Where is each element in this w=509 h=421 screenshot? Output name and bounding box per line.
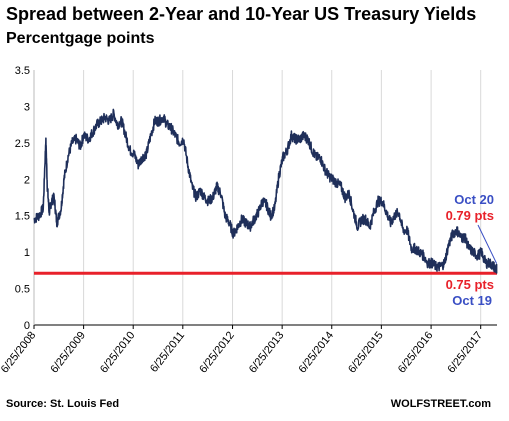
y-tick-label: 3 (24, 101, 30, 113)
series-line (33, 108, 498, 274)
y-axis-ticks: 0 0.5 1 1.5 2 2.5 3 3.5 (15, 65, 30, 332)
x-tick-label: 6/25/2011 (148, 329, 187, 374)
x-axis-ticks: 6/25/2008 6/25/2009 6/25/2010 6/25/2011 6/25… (0, 325, 485, 375)
annotation-bottom-value: 0.75 pts (446, 277, 494, 292)
chart-subtitle: Percentgage points (6, 30, 155, 47)
x-tick-label: 6/25/2008 (0, 329, 38, 375)
annotation-top-value: 0.79 pts (446, 208, 494, 223)
x-tick-label: 6/25/2016 (396, 329, 436, 375)
y-tick-label: 2.5 (15, 138, 30, 150)
y-tick-label: 0 (24, 320, 30, 332)
y-tick-label: 0.5 (15, 284, 30, 296)
y-tick-label: 1 (24, 247, 30, 259)
annotation-bottom-date: Oct 19 (452, 293, 492, 308)
source-note: Source: St. Louis Fed (6, 398, 120, 410)
annotation-top-date: Oct 20 (454, 192, 494, 207)
x-tick-label: 6/25/2012 (197, 329, 237, 375)
x-tick-label: 6/25/2017 (445, 329, 485, 375)
chart-title: Spread between 2-Year and 10-Year US Tre… (6, 4, 477, 24)
x-tick-label: 6/25/2010 (98, 329, 138, 375)
grid-lines (33, 70, 482, 325)
x-tick-label: 6/25/2009 (48, 329, 88, 375)
x-tick-label: 6/25/2013 (247, 329, 287, 375)
x-tick-label: 6/25/2014 (297, 329, 337, 375)
y-tick-label: 3.5 (15, 65, 30, 77)
annotation-pointer (477, 224, 498, 264)
brand-label: WOLFSTREET.com (390, 398, 491, 410)
y-tick-label: 2 (24, 174, 30, 186)
y-tick-label: 1.5 (15, 211, 30, 223)
x-tick-label: 6/25/2015 (346, 329, 386, 375)
